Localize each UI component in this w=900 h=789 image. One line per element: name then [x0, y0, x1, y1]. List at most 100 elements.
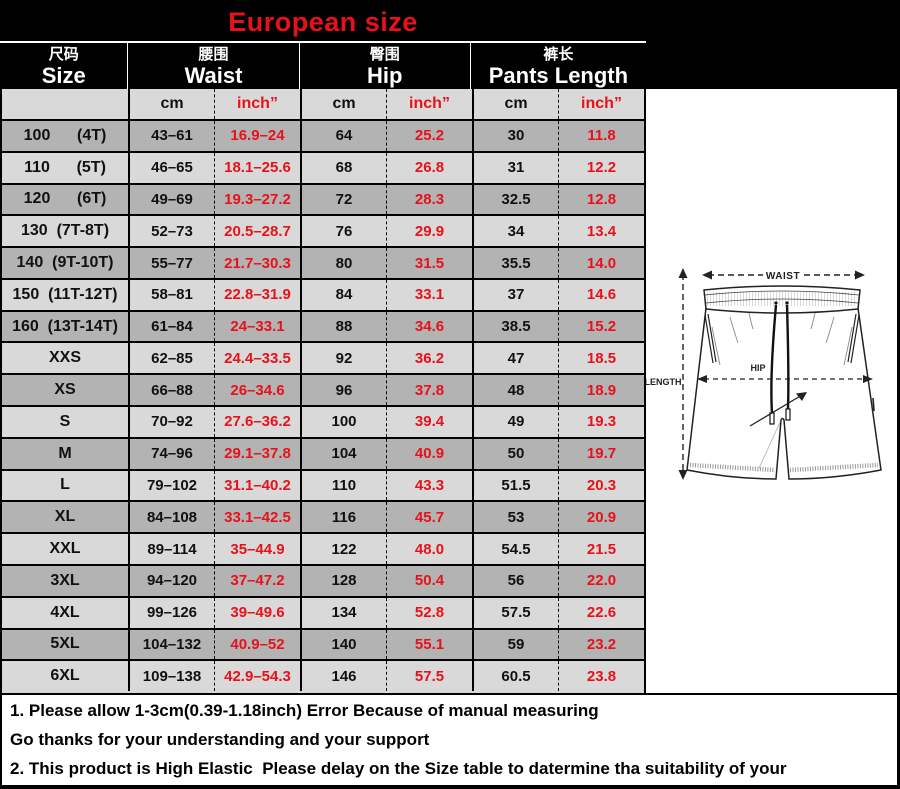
length-cm-cell: 51.5 [472, 470, 558, 501]
waist-cm-cell: 55–77 [128, 248, 214, 278]
length-cm-cell: 50 [472, 438, 558, 469]
length-cm-unit: cm [472, 89, 558, 119]
title-divider [0, 41, 646, 43]
header-size-cn: 尺码 [48, 45, 79, 63]
waist-inch-unit: inch” [214, 89, 300, 119]
note-line-2: Go thanks for your understanding and you… [10, 729, 430, 749]
waist-inch-cell: 35–44.9 [214, 534, 300, 564]
hip-inch-cell: 45.7 [386, 502, 472, 533]
table-row: 130 (7T-8T) 52–73 20.5–28.7 76 29.9 34 13.4 [2, 216, 644, 249]
size-cell: L [60, 476, 70, 494]
waist-inch-cell: 39–49.6 [214, 597, 300, 628]
waist-cm-cell: 89–114 [128, 534, 214, 564]
size-cell: XXS [48, 349, 81, 367]
length-inch-cell: 21.5 [558, 534, 644, 564]
hip-inch-cell: 26.8 [386, 152, 472, 183]
header-hip: 臀围 Hip [298, 43, 470, 89]
length-inch-cell: 20.9 [558, 502, 644, 533]
table-row: 150 (11T-12T) 58–81 22.8–31.9 84 33.1 37 14.6 [2, 279, 644, 312]
length-cm-cell: 30 [472, 121, 558, 151]
table-row: M 74–96 29.1–37.8 104 40.9 50 19.7 [2, 438, 644, 471]
waist-label: WAIST [766, 271, 800, 282]
hip-inch-cell: 55.1 [386, 629, 472, 660]
waist-inch-cell: 29.1–37.8 [214, 438, 300, 469]
size-cell: M [58, 444, 72, 462]
length-inch-cell: 13.4 [558, 216, 644, 247]
table-row: XL 84–108 33.1–42.5 116 45.7 53 20.9 [2, 502, 644, 535]
measurement-diagram-panel: WAIST LENGTH [645, 89, 900, 693]
header-pants-length: 裤长 Pants Length [469, 43, 646, 89]
waist-cm-cell: 109–138 [128, 661, 214, 692]
hip-inch-cell: 36.2 [386, 343, 472, 374]
header-band: European size 尺码 Size 腰围 Waist 臀围 Hip 裤长… [0, 0, 900, 89]
waist-inch-cell: 22.8–31.9 [214, 279, 300, 310]
header-size: 尺码 Size [0, 43, 127, 89]
length-cm-cell: 49 [472, 407, 558, 437]
waist-inch-cell: 21.7–30.3 [214, 248, 300, 278]
hip-inch-cell: 52.8 [386, 597, 472, 628]
length-inch-cell: 15.2 [558, 311, 644, 342]
length-cm-cell: 31 [472, 152, 558, 183]
length-cm-cell: 48 [472, 375, 558, 406]
waist-cm-cell: 70–92 [128, 407, 214, 437]
waist-inch-cell: 18.1–25.6 [214, 152, 300, 183]
length-inch-cell: 22.0 [558, 565, 644, 596]
length-inch-cell: 18.5 [558, 343, 644, 374]
waist-inch-cell: 37–47.2 [214, 565, 300, 596]
hip-inch-cell: 31.5 [386, 248, 472, 278]
hip-cm-cell: 128 [300, 565, 386, 596]
hip-cm-cell: 100 [300, 407, 386, 437]
size-cell: 100 (4T) [23, 126, 107, 144]
header-hip-cn: 臀围 [369, 45, 400, 63]
waist-cm-cell: 46–65 [128, 152, 214, 183]
column-group-headers: 尺码 Size 腰围 Waist 臀围 Hip 裤长 Pants Length [0, 43, 646, 89]
header-waist-en: Waist [184, 62, 243, 88]
hip-label: HIP [750, 363, 765, 373]
waist-inch-cell: 20.5–28.7 [214, 216, 300, 247]
waist-cm-cell: 104–132 [128, 629, 214, 660]
hip-inch-cell: 57.5 [386, 661, 472, 692]
length-cm-cell: 34 [472, 216, 558, 247]
length-cm-cell: 54.5 [472, 534, 558, 564]
header-pants-length-en: Pants Length [488, 62, 629, 88]
header-hip-en: Hip [366, 62, 403, 88]
length-cm-cell: 35.5 [472, 248, 558, 278]
waist-cm-cell: 58–81 [128, 279, 214, 310]
waist-cm-cell: 66–88 [128, 375, 214, 406]
hip-inch-cell: 43.3 [386, 470, 472, 501]
length-cm-cell: 47 [472, 343, 558, 374]
length-inch-cell: 12.2 [558, 152, 644, 183]
table-row: XXL 89–114 35–44.9 122 48.0 54.5 21.5 [2, 534, 644, 566]
length-inch-cell: 22.6 [558, 597, 644, 628]
waist-cm-cell: 49–69 [128, 184, 214, 215]
size-cell: XXL [49, 540, 81, 558]
table-row: 160 (13T-14T) 61–84 24–33.1 88 34.6 38.5 15.2 [2, 311, 644, 344]
length-cm-cell: 38.5 [472, 311, 558, 342]
waist-inch-cell: 40.9–52 [214, 629, 300, 660]
length-cm-cell: 32.5 [472, 184, 558, 215]
unit-cell-empty [2, 89, 128, 119]
table-row: 3XL 94–120 37–47.2 128 50.4 56 22.0 [2, 565, 644, 598]
waist-inch-cell: 24.4–33.5 [214, 343, 300, 374]
waist-cm-cell: 79–102 [128, 470, 214, 501]
unit-header-row: cm inch” cm inch” cm inch” [2, 89, 644, 121]
table-row: 4XL 99–126 39–49.6 134 52.8 57.5 22.6 [2, 597, 644, 630]
shorts-outline [686, 285, 882, 480]
hip-arrow [697, 375, 873, 383]
table-row: S 70–92 27.6–36.2 100 39.4 49 19.3 [2, 407, 644, 439]
length-cm-cell: 60.5 [472, 661, 558, 692]
hip-cm-cell: 64 [300, 121, 386, 151]
length-inch-cell: 19.3 [558, 407, 644, 437]
page-title: European size [228, 7, 418, 37]
waist-inch-cell: 33.1–42.5 [214, 502, 300, 533]
length-cm-cell: 59 [472, 629, 558, 660]
table-row: XXS 62–85 24.4–33.5 92 36.2 47 18.5 [2, 343, 644, 376]
hip-cm-cell: 80 [300, 248, 386, 278]
hip-inch-cell: 29.9 [386, 216, 472, 247]
length-inch-cell: 12.8 [558, 184, 644, 215]
waist-cm-cell: 43–61 [128, 121, 214, 151]
hip-cm-cell: 72 [300, 184, 386, 215]
length-inch-cell: 23.8 [558, 661, 644, 692]
length-inch-cell: 14.6 [558, 279, 644, 310]
length-inch-unit: inch” [558, 89, 644, 119]
